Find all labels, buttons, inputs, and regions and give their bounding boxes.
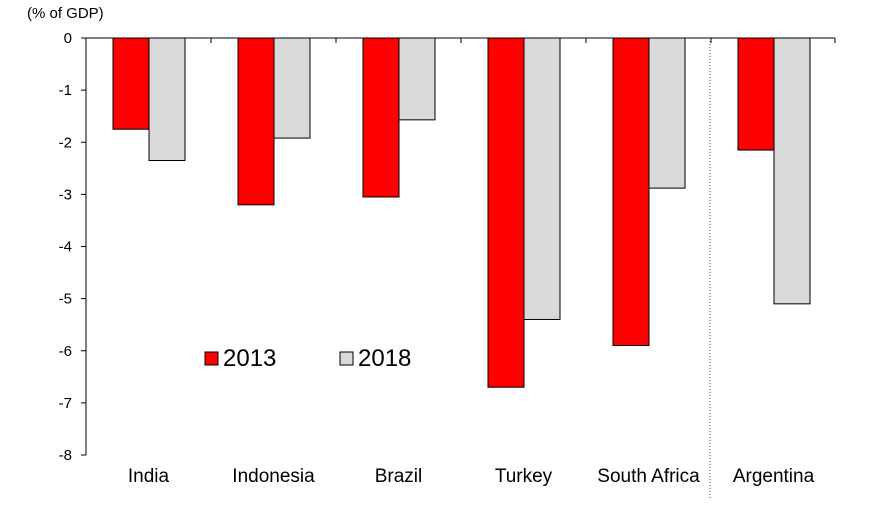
bar-2018-argentina (773, 37, 811, 305)
legend-swatch-2013 (204, 351, 219, 366)
y-tick-label: -6 (59, 343, 72, 360)
bar-2013-turkey (487, 37, 525, 388)
y-unit-label: (% of GDP) (27, 5, 104, 22)
x-tick-label: Turkey (495, 466, 553, 487)
y-tick-label: -2 (59, 134, 72, 151)
y-ticks: 0 -1 -2 -3 -4 -5 -6 -7 -8 (59, 30, 86, 464)
legend-label-2013: 2013 (223, 345, 276, 372)
bar-2013-argentina (737, 37, 775, 151)
bar-2013-indonesia (237, 37, 275, 206)
bars (112, 37, 811, 388)
x-tick-label: Argentina (733, 466, 815, 487)
x-tick-label: India (128, 466, 170, 487)
x-tick-label: Brazil (375, 466, 423, 487)
y-tick-label: 0 (64, 30, 72, 47)
y-tick-label: -5 (59, 291, 72, 308)
y-tick-label: -7 (59, 395, 72, 412)
x-tick-label: South Africa (597, 466, 700, 487)
legend-swatch-2018 (339, 351, 354, 366)
x-tick-label: Indonesia (232, 466, 315, 487)
legend: 2013 2018 (204, 345, 411, 372)
bar-2018-brazil (398, 37, 436, 121)
bar-2018-india (148, 37, 186, 161)
bar-2018-indonesia (273, 37, 311, 139)
bar-2018-south-africa (648, 37, 686, 189)
bar-2013-india (112, 37, 150, 130)
y-tick-label: -8 (59, 447, 72, 464)
legend-label-2018: 2018 (358, 345, 411, 372)
axes (85, 37, 836, 500)
bar-2013-south-africa (612, 37, 650, 347)
y-tick-label: -4 (59, 239, 72, 256)
y-tick-label: -3 (59, 186, 72, 203)
category-labels: India Indonesia Brazil Turkey South Africa Ar… (128, 466, 815, 487)
bar-2018-turkey (523, 37, 561, 320)
bar-2013-brazil (362, 37, 400, 198)
y-tick-label: -1 (59, 82, 72, 99)
